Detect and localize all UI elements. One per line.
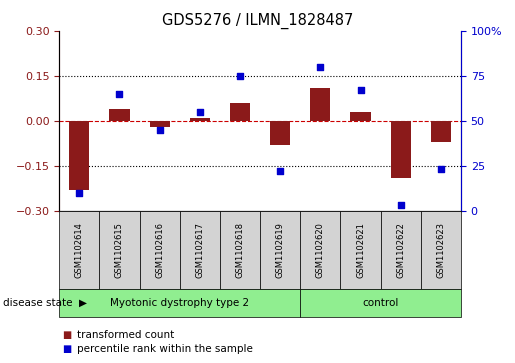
Text: transformed count: transformed count [77, 330, 175, 340]
Text: GSM1102619: GSM1102619 [276, 222, 285, 277]
Text: GSM1102617: GSM1102617 [195, 221, 204, 278]
Text: GSM1102614: GSM1102614 [75, 222, 84, 277]
Bar [310, 88, 330, 121]
Point [236, 73, 244, 79]
Text: control: control [363, 298, 399, 307]
Point [75, 189, 83, 195]
Point [276, 168, 284, 174]
Point [156, 127, 164, 132]
Text: Myotonic dystrophy type 2: Myotonic dystrophy type 2 [110, 298, 249, 307]
Text: GSM1102623: GSM1102623 [436, 221, 445, 278]
Bar [431, 121, 451, 142]
Bar [350, 112, 370, 121]
Bar [190, 118, 210, 121]
Bar [149, 121, 169, 127]
Text: ■: ■ [62, 330, 71, 340]
Text: GSM1102622: GSM1102622 [396, 222, 405, 277]
Bar [109, 109, 129, 121]
Bar [270, 121, 290, 144]
Bar [69, 121, 89, 189]
Point [196, 109, 204, 115]
Text: GSM1102616: GSM1102616 [155, 221, 164, 278]
Point [356, 87, 365, 93]
Bar [230, 103, 250, 121]
Bar [390, 121, 410, 178]
Text: GSM1102615: GSM1102615 [115, 222, 124, 277]
Point [115, 91, 124, 97]
Text: disease state  ▶: disease state ▶ [3, 298, 87, 307]
Text: GSM1102621: GSM1102621 [356, 222, 365, 277]
Point [397, 202, 405, 208]
Text: GDS5276 / ILMN_1828487: GDS5276 / ILMN_1828487 [162, 13, 353, 29]
Text: ■: ■ [62, 344, 71, 354]
Text: GSM1102620: GSM1102620 [316, 222, 325, 277]
Point [437, 166, 445, 172]
Text: GSM1102618: GSM1102618 [235, 221, 245, 278]
Text: percentile rank within the sample: percentile rank within the sample [77, 344, 253, 354]
Point [316, 64, 324, 70]
